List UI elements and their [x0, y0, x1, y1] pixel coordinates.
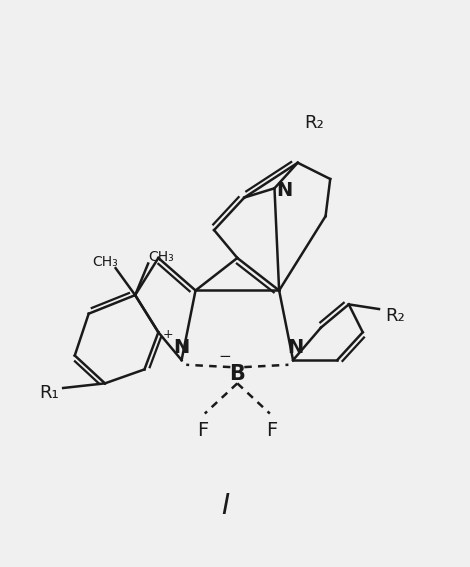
Text: +: + — [162, 328, 173, 341]
Text: R₁: R₁ — [39, 384, 59, 401]
Text: N: N — [173, 337, 190, 357]
Text: N: N — [276, 181, 293, 200]
Text: R₂: R₂ — [385, 307, 405, 325]
Text: B: B — [229, 364, 245, 384]
Text: I: I — [222, 492, 230, 521]
Text: R₂: R₂ — [304, 115, 324, 132]
Text: F: F — [266, 421, 278, 440]
Text: CH₃: CH₃ — [148, 250, 173, 264]
Text: CH₃: CH₃ — [92, 255, 118, 269]
Text: F: F — [197, 421, 208, 440]
Text: −: − — [218, 349, 231, 364]
Text: N: N — [287, 337, 304, 357]
